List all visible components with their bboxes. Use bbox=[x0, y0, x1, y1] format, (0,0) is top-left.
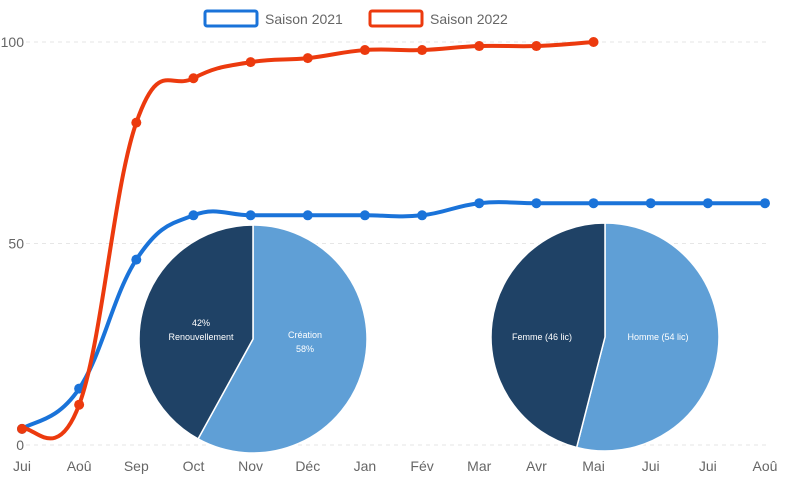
data-point bbox=[531, 198, 542, 209]
pie-slice-label: Femme (46 lic) bbox=[512, 332, 572, 342]
pie-slice-label: Création 58% bbox=[288, 330, 322, 354]
x-tick-label: Avr bbox=[526, 458, 547, 474]
data-point bbox=[588, 37, 599, 47]
x-tick-label: Déc bbox=[295, 458, 320, 474]
pie-slice bbox=[138, 224, 254, 440]
x-tick-label: Jui bbox=[699, 458, 717, 474]
data-point bbox=[17, 423, 27, 434]
x-tick-label: Jui bbox=[642, 458, 660, 474]
x-tick-label: Jui bbox=[13, 458, 31, 474]
legend-item[interactable]: Saison 2022 bbox=[368, 9, 508, 28]
x-tick-label: Sep bbox=[124, 458, 149, 474]
data-point bbox=[531, 41, 542, 52]
pie-charts: Création 58% 42% Renouvellement Homme (54 li… bbox=[138, 222, 720, 454]
data-point bbox=[645, 198, 656, 209]
series-line bbox=[20, 200, 767, 431]
legend-swatch bbox=[368, 9, 424, 28]
data-point bbox=[359, 210, 370, 221]
data-point bbox=[302, 210, 313, 221]
data-point bbox=[702, 198, 713, 209]
data-point bbox=[760, 198, 770, 209]
x-tick-label: Fév bbox=[410, 458, 433, 474]
data-point bbox=[417, 210, 428, 221]
data-point bbox=[474, 198, 485, 209]
x-tick-label: Mar bbox=[467, 458, 491, 474]
data-point bbox=[245, 210, 256, 221]
line-series bbox=[17, 37, 770, 441]
pie-slice-label: 42% Renouvellement bbox=[168, 318, 234, 342]
y-tick-label: 0 bbox=[16, 437, 24, 453]
data-point bbox=[588, 198, 599, 209]
y-tick-label: 50 bbox=[8, 236, 24, 252]
y-axis: 0 50 100 bbox=[1, 34, 25, 453]
x-tick-label: Jan bbox=[354, 458, 377, 474]
data-point bbox=[131, 117, 142, 128]
data-point bbox=[302, 53, 313, 64]
pie-slice bbox=[575, 222, 720, 452]
x-tick-label: Mai bbox=[582, 458, 605, 474]
legend-swatch bbox=[203, 9, 259, 28]
x-tick-label: Aoû bbox=[67, 458, 92, 474]
legend-label: Saison 2022 bbox=[430, 11, 508, 27]
x-axis: Jui Aoû Sep Oct Nov Déc Jan Fév Mar Avr Mai Jui Jui A… bbox=[13, 458, 777, 474]
x-tick-label: Oct bbox=[183, 458, 205, 474]
x-tick-label: Nov bbox=[238, 458, 263, 474]
data-point bbox=[417, 45, 428, 56]
x-tick-label: Aoû bbox=[753, 458, 778, 474]
legend-item[interactable]: Saison 2021 bbox=[203, 9, 343, 28]
data-point bbox=[359, 45, 370, 56]
data-point bbox=[245, 57, 256, 68]
pie-slice bbox=[490, 222, 606, 449]
data-point bbox=[131, 254, 142, 265]
legend[interactable]: Saison 2021 Saison 2022 bbox=[203, 9, 508, 28]
legend-label: Saison 2021 bbox=[265, 11, 343, 27]
data-point bbox=[474, 41, 485, 52]
data-point bbox=[74, 399, 85, 410]
y-tick-label: 100 bbox=[1, 34, 25, 50]
pie-slice-label: Homme (54 lic) bbox=[627, 332, 688, 342]
data-point bbox=[188, 210, 199, 221]
data-point bbox=[188, 73, 199, 84]
pie-slice bbox=[197, 224, 368, 454]
